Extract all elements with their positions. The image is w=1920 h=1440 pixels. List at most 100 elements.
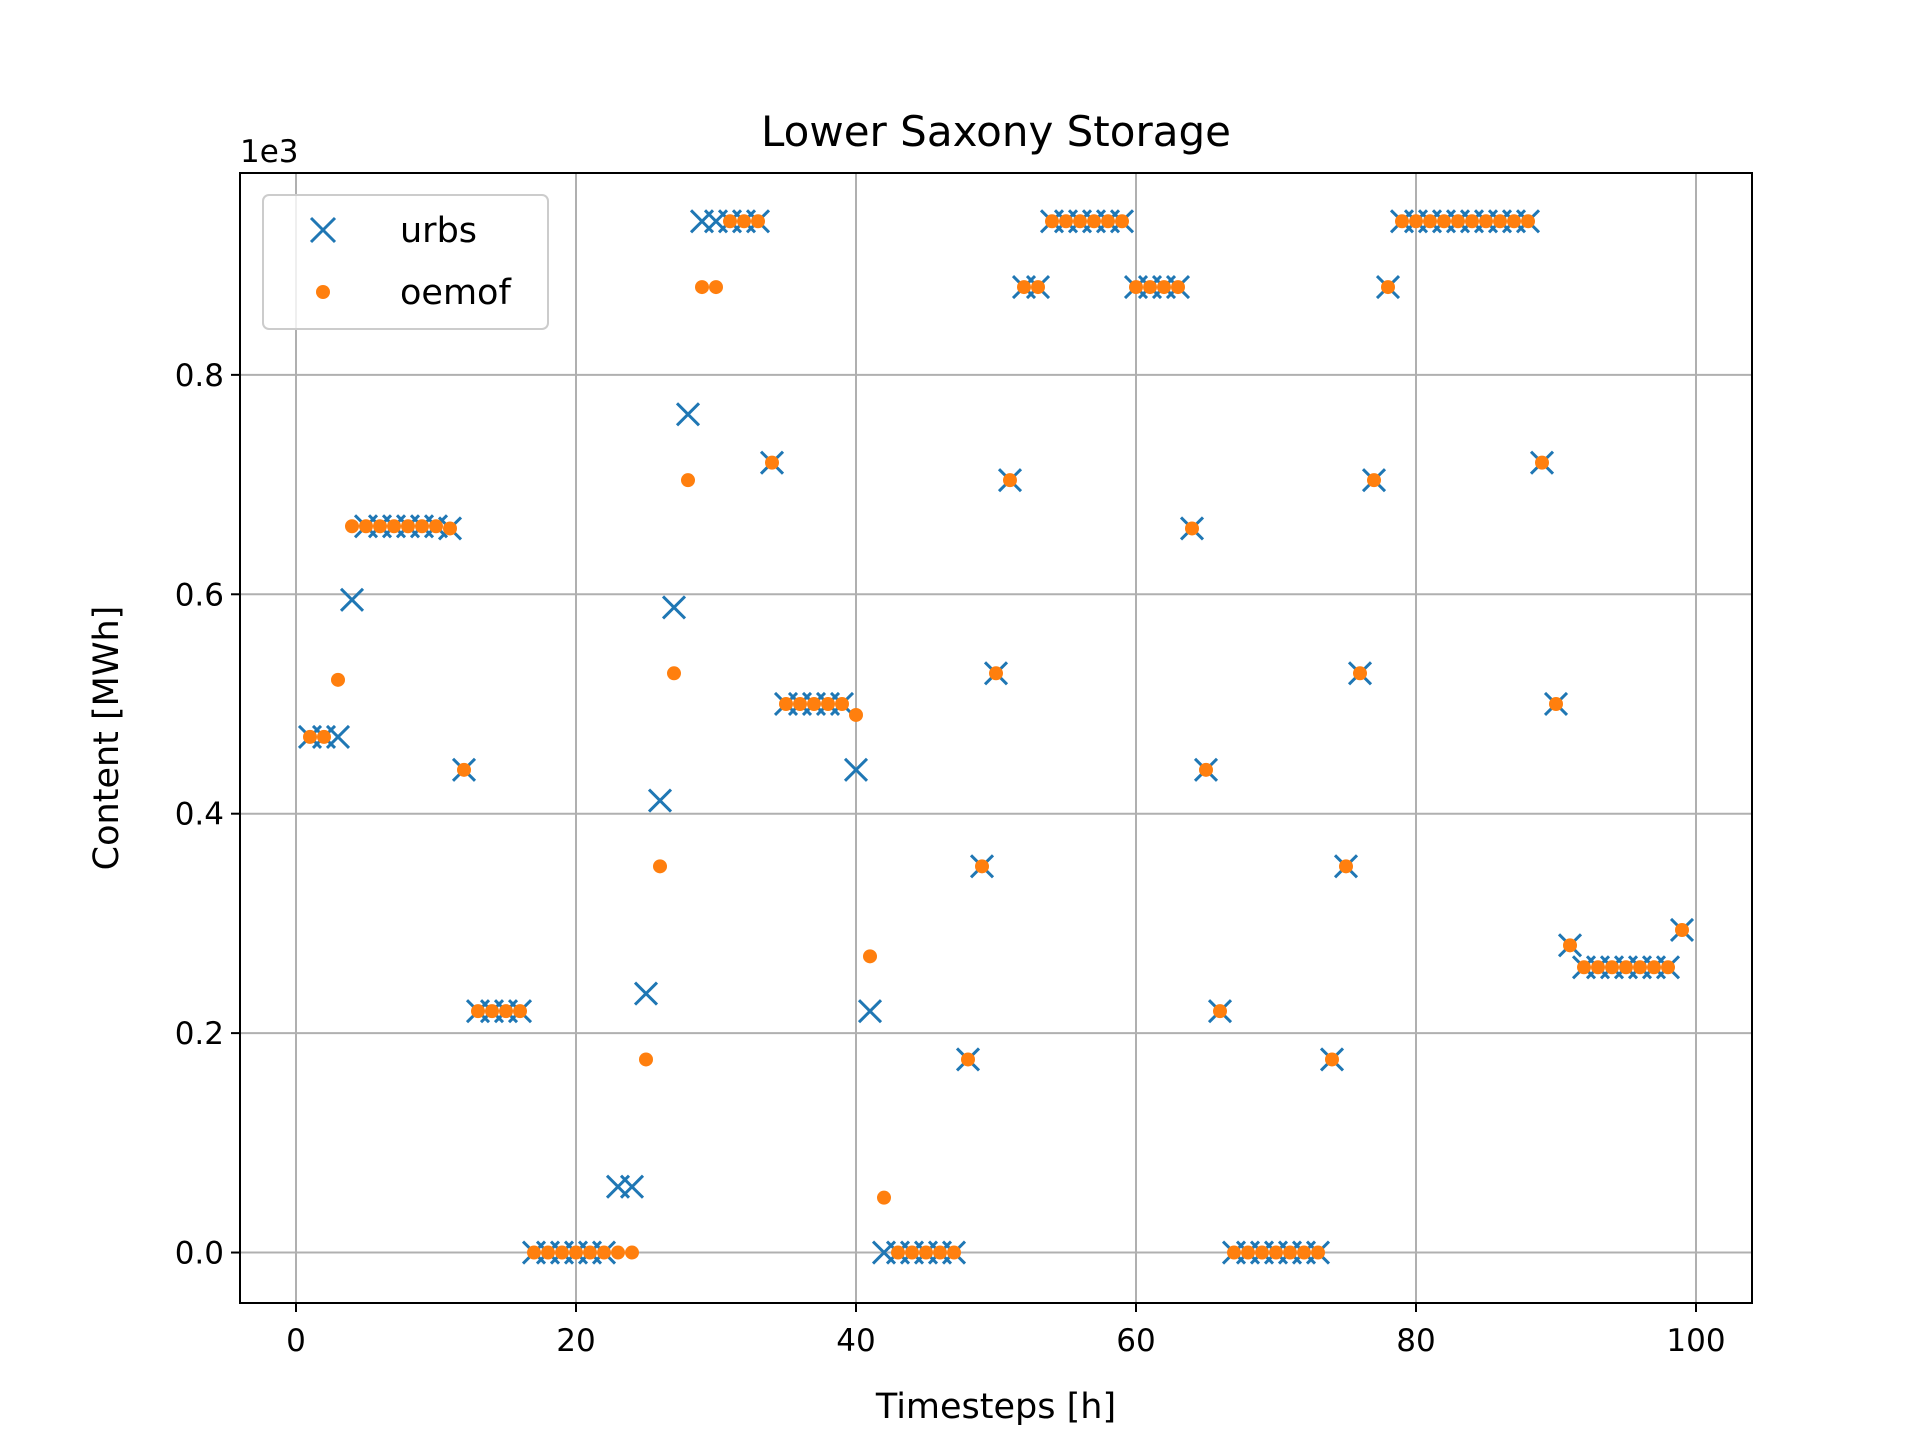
oemof-point: [1213, 1004, 1227, 1019]
y-tick-label: 0.2: [175, 1016, 224, 1052]
oemof-point: [625, 1245, 639, 1260]
oemof-point: [1633, 960, 1647, 975]
urbs-point: [843, 757, 869, 782]
oemof-point: [1549, 696, 1563, 711]
oemof-point: [765, 455, 779, 470]
oemof-point: [499, 1004, 513, 1019]
oemof-point: [1227, 1245, 1241, 1260]
oemof-point: [303, 729, 317, 744]
oemof-point: [1591, 960, 1605, 975]
x-tick-label: 20: [556, 1323, 595, 1359]
oemof-point: [359, 519, 373, 534]
x-tick-label: 40: [836, 1323, 875, 1359]
oemof-point: [583, 1245, 597, 1260]
oemof-point: [1367, 473, 1381, 488]
y-tick-label: 0.0: [175, 1236, 224, 1272]
oemof-point: [919, 1245, 933, 1260]
oemof-point: [541, 1245, 555, 1260]
oemof-point: [975, 859, 989, 874]
oemof-point: [709, 280, 723, 295]
oemof-point: [779, 696, 793, 711]
oemof-point: [1535, 455, 1549, 470]
oemof-point: [1507, 214, 1521, 229]
oemof-point: [723, 214, 737, 229]
oemof-point: [681, 473, 695, 488]
oemof-point: [1563, 938, 1577, 953]
oemof-point: [513, 1004, 527, 1019]
urbs-point: [633, 981, 659, 1006]
oemof-point: [1339, 859, 1353, 874]
oemof-point: [1479, 214, 1493, 229]
oemof-point: [695, 280, 709, 295]
oemof-point: [1605, 960, 1619, 975]
oemof-point: [401, 519, 415, 534]
legend-urbs-label: urbs: [400, 211, 477, 251]
urbs-point: [675, 402, 701, 427]
oemof-point: [1283, 1245, 1297, 1260]
oemof-point: [1157, 280, 1171, 295]
oemof-point: [933, 1245, 947, 1260]
y-tick-label: 0.4: [175, 797, 224, 833]
oemof-point: [331, 672, 345, 687]
y-offset-label: 1e3: [240, 134, 299, 170]
oemof-point: [667, 666, 681, 681]
urbs-point: [325, 724, 351, 749]
oemof-point: [345, 519, 359, 534]
oemof-point: [1451, 214, 1465, 229]
x-tick-label: 100: [1666, 1323, 1725, 1359]
oemof-point: [485, 1004, 499, 1019]
legend-box: [262, 194, 549, 330]
oemof-point: [1353, 666, 1367, 681]
oemof-point: [989, 666, 1003, 681]
oemof-point: [1143, 280, 1157, 295]
oemof-point: [793, 696, 807, 711]
oemof-point: [317, 729, 331, 744]
oemof-point: [751, 214, 765, 229]
chart-title: Lower Saxony Storage: [761, 107, 1231, 156]
oemof-point: [821, 696, 835, 711]
oemof-point: [1031, 280, 1045, 295]
x-tick-label: 80: [1396, 1323, 1435, 1359]
oemof-point: [1059, 214, 1073, 229]
oemof-point: [905, 1245, 919, 1260]
axes-background: [240, 173, 1752, 1303]
oemof-point: [737, 214, 751, 229]
oemof-point: [1101, 214, 1115, 229]
oemof-point: [471, 1004, 485, 1019]
x-tick-label: 60: [1116, 1323, 1155, 1359]
x-tick-label: 0: [286, 1323, 306, 1359]
oemof-point: [1129, 280, 1143, 295]
oemof-point: [1521, 214, 1535, 229]
oemof-point: [653, 859, 667, 874]
legend-urbs-marker: [309, 216, 337, 244]
oemof-point: [1577, 960, 1591, 975]
oemof-point: [947, 1245, 961, 1260]
oemof-point: [1325, 1052, 1339, 1067]
oemof-point: [1269, 1245, 1283, 1260]
oemof-point: [1045, 214, 1059, 229]
urbs-point: [857, 999, 883, 1024]
oemof-point: [1619, 960, 1633, 975]
oemof-point: [1661, 960, 1675, 975]
oemof-point: [1185, 521, 1199, 536]
oemof-point: [1465, 214, 1479, 229]
oemof-point: [863, 949, 877, 964]
oemof-point: [877, 1190, 891, 1205]
axes-frame: [239, 172, 1753, 1304]
oemof-point: [807, 696, 821, 711]
oemof-point: [555, 1245, 569, 1260]
oemof-point: [961, 1052, 975, 1067]
grid: [240, 173, 1752, 1303]
legend-oemof-label: oemof: [400, 273, 511, 313]
oemof-point: [1311, 1245, 1325, 1260]
oemof-point: [443, 521, 457, 536]
oemof-point: [639, 1052, 653, 1067]
plot-area: [239, 172, 1753, 1304]
y-tick-label: 0.6: [175, 577, 224, 613]
legend-oemof-marker: [316, 285, 330, 299]
oemof-point: [597, 1245, 611, 1260]
y-axis-label: Content [MWh]: [87, 606, 127, 871]
x-axis-label: Timesteps [h]: [875, 1387, 1116, 1427]
oemof-point: [1241, 1245, 1255, 1260]
